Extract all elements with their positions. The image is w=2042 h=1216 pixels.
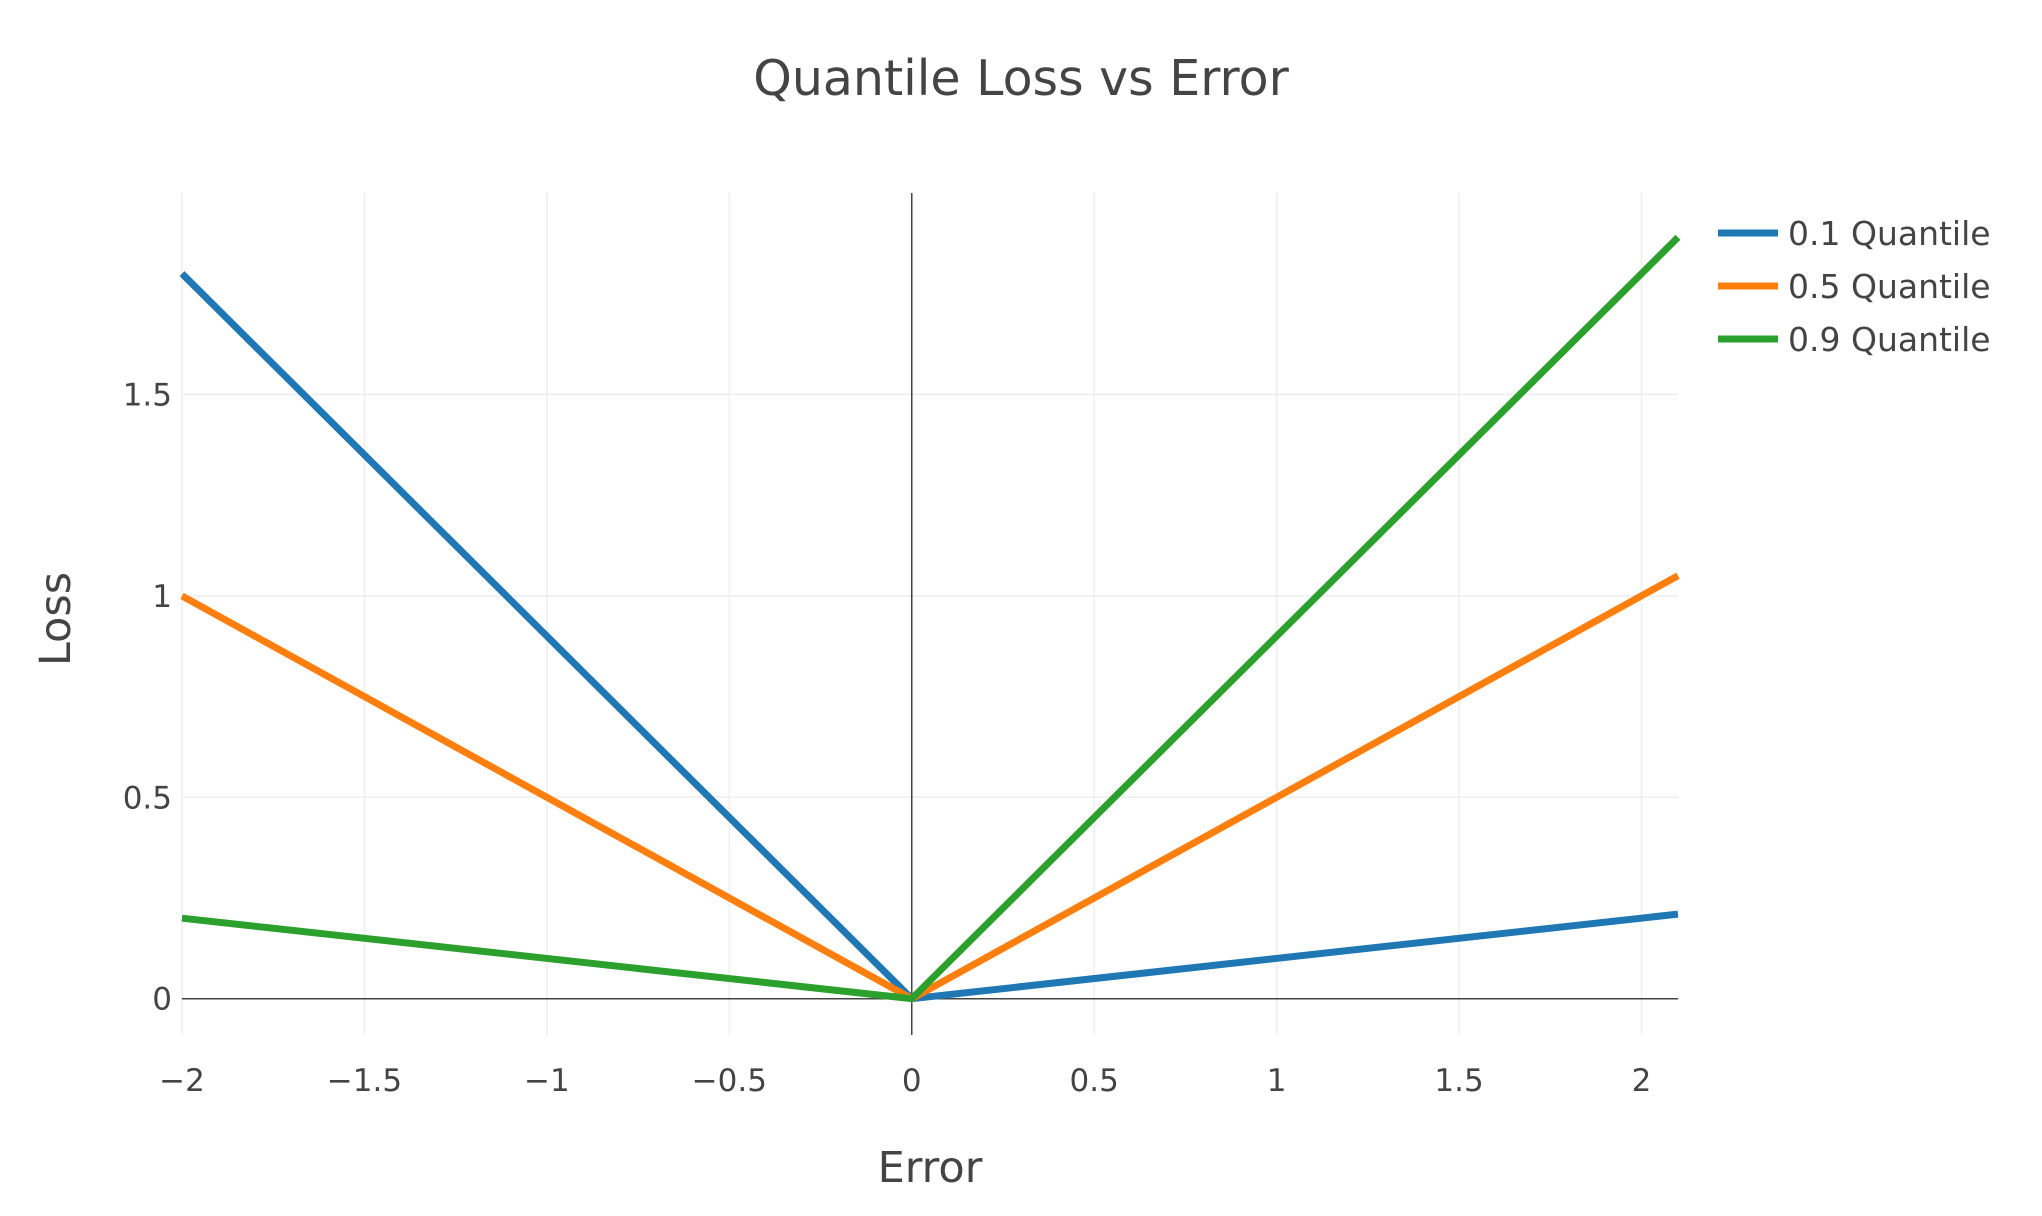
legend-item-2[interactable]: 0.9 Quantile (1718, 320, 1991, 359)
x-tick-label: 2 (1632, 1063, 1652, 1099)
series-layer (179, 234, 1681, 1003)
tick-layer: −2 −1.5 −1 −0.5 0 0.5 1 1.5 2 0 0.5 1 1.5 (123, 377, 1652, 1099)
chart-title: Quantile Loss vs Error (753, 50, 1289, 107)
legend-item-0[interactable]: 0.1 Quantile (1718, 214, 1991, 253)
y-axis-title: Loss (31, 572, 81, 666)
series-line-2 (181, 234, 1681, 1003)
grid-layer (181, 193, 1678, 1035)
x-tick-label: 0 (902, 1063, 922, 1099)
y-tick-label: 0.5 (123, 780, 172, 816)
legend-item-1[interactable]: 0.5 Quantile (1718, 267, 1991, 306)
x-tick-label: −0.5 (692, 1063, 767, 1099)
x-tick-label: −2 (159, 1063, 205, 1099)
x-tick-label: −1 (524, 1063, 570, 1099)
y-tick-label: 1.5 (123, 377, 172, 413)
legend[interactable]: 0.1 Quantile 0.5 Quantile 0.9 Quantile (1718, 214, 1991, 359)
legend-label: 0.9 Quantile (1788, 320, 1991, 359)
x-tick-label: −1.5 (327, 1063, 402, 1099)
x-axis-title: Error (878, 1143, 983, 1193)
y-tick-label: 1 (152, 579, 172, 615)
legend-label: 0.5 Quantile (1788, 267, 1991, 306)
x-tick-label: 0.5 (1070, 1063, 1119, 1099)
x-tick-label: 1 (1267, 1063, 1287, 1099)
y-tick-label: 0 (152, 982, 172, 1018)
legend-label: 0.1 Quantile (1788, 214, 1991, 253)
x-tick-label: 1.5 (1434, 1063, 1483, 1099)
